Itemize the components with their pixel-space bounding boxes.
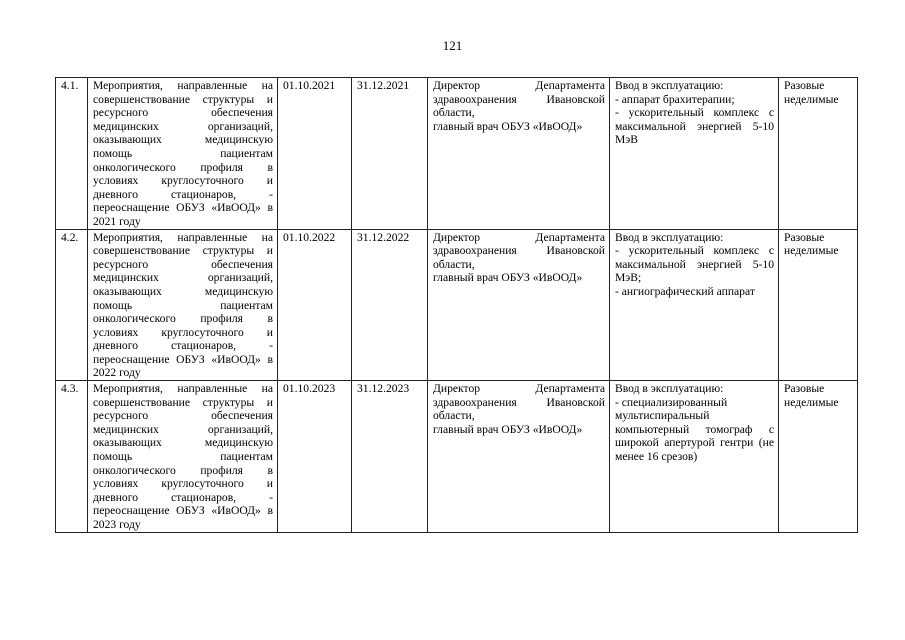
end-date: 31.12.2021 <box>351 77 428 230</box>
table-row: 4.1. Мероприятия, направленные на соверш… <box>55 77 858 230</box>
result-line: Ввод в эксплуатацию: <box>615 230 724 244</box>
result-line: - аппарат брахитерапии; <box>615 92 735 106</box>
row-number: 4.3. <box>55 380 88 533</box>
result-line: Ввод в эксплуатацию: <box>615 79 724 92</box>
result-line: - специализированный <box>615 395 728 409</box>
table-row: 4.3. Мероприятия, направленные на соверш… <box>55 380 858 533</box>
responsible-person-2: главный врач ОБУЗ «ИвООД» <box>433 422 583 436</box>
measure-description: Мероприятия, направленные на совершенств… <box>87 228 278 382</box>
measure-description: Мероприятия, направленные на совершенств… <box>87 77 278 230</box>
expected-result: Ввод в эксплуатацию: - специализированны… <box>609 380 779 533</box>
row-number: 4.2. <box>55 228 88 382</box>
table-row: 4.2. Мероприятия, направленные на соверш… <box>55 228 858 382</box>
result-line: мультиспиральный компьютерный томограф с… <box>615 409 774 464</box>
expected-result: Ввод в эксплуатацию: - ускорительный ком… <box>609 228 779 382</box>
responsible-cell: Директор Департамента здравоохранения Ив… <box>427 380 610 533</box>
result-line: - ускорительный комплекс с максимальной … <box>615 244 774 285</box>
end-date: 31.12.2022 <box>351 228 428 382</box>
expected-result: Ввод в эксплуатацию: - аппарат брахитера… <box>609 77 779 230</box>
measure-description: Мероприятия, направленные на совершенств… <box>87 380 278 533</box>
page-number: 121 <box>442 38 463 53</box>
start-date: 01.10.2023 <box>277 380 352 533</box>
measure-type: Разовые неделимые <box>778 228 858 382</box>
responsible-person: Директор Департамента здравоохранения Ив… <box>433 79 605 120</box>
result-line: - ангиографический аппарат <box>615 284 755 298</box>
responsible-person: Директор Департамента здравоохранения Ив… <box>433 230 605 271</box>
responsible-person-2: главный врач ОБУЗ «ИвООД» <box>433 119 583 133</box>
start-date: 01.10.2021 <box>277 77 352 230</box>
responsible-person: Директор Департамента здравоохранения Ив… <box>433 382 605 423</box>
measure-type: Разовые неделимые <box>778 77 858 230</box>
result-line: - ускорительный комплекс с максимальной … <box>615 106 774 147</box>
row-number: 4.1. <box>55 77 88 230</box>
start-date: 01.10.2022 <box>277 228 352 382</box>
responsible-cell: Директор Департамента здравоохранения Ив… <box>427 77 610 230</box>
measure-type: Разовые неделимые <box>778 380 858 533</box>
responsible-cell: Директор Департамента здравоохранения Ив… <box>427 228 610 382</box>
measures-table: 4.1. Мероприятия, направленные на соверш… <box>55 77 858 533</box>
result-line: Ввод в эксплуатацию: <box>615 382 724 396</box>
responsible-person-2: главный врач ОБУЗ «ИвООД» <box>433 271 583 285</box>
end-date: 31.12.2023 <box>351 380 428 533</box>
